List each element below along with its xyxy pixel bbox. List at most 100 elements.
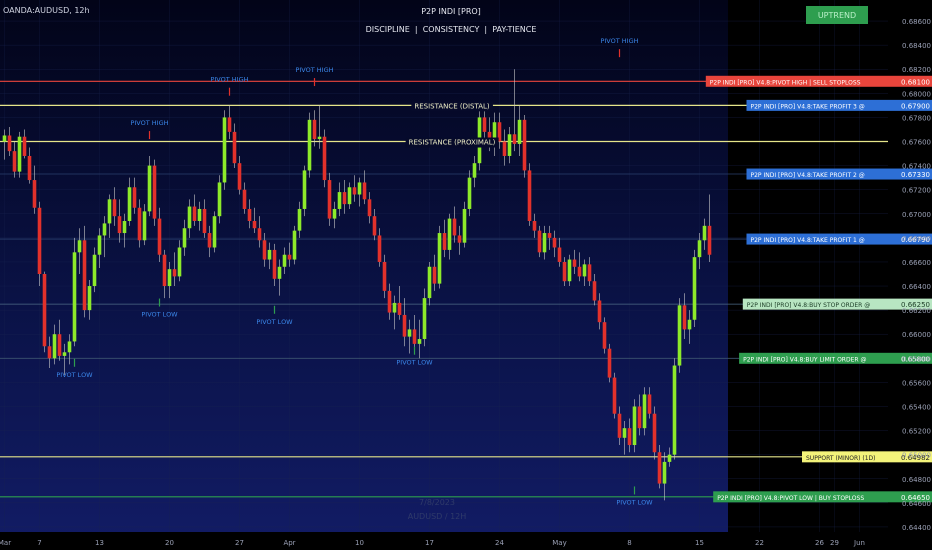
candle [572, 249, 577, 274]
candle-body [132, 187, 137, 208]
plot-background [0, 0, 728, 550]
candle [252, 207, 257, 234]
candle-body [537, 230, 542, 253]
candle-body [562, 261, 567, 282]
candle-body [307, 119, 312, 171]
level-tag-box [739, 352, 888, 364]
candle-body [572, 259, 577, 267]
candle-body [297, 208, 302, 231]
symbol-title: OANDA:AUDUSD, 12h [3, 6, 90, 15]
price-tick-label: 0.66000 [902, 331, 931, 339]
pivot-low-marker: PIVOT LOW [56, 358, 93, 379]
candle-body [162, 254, 167, 287]
time-axis[interactable]: Mar7132027Apr101724May815222629Jun121926… [0, 539, 932, 547]
trend-badge[interactable]: UPTREND [806, 6, 868, 24]
pivot-label: PIVOT LOW [56, 371, 93, 379]
candle [687, 310, 692, 344]
candle-body [212, 216, 217, 248]
candle [407, 319, 412, 354]
candle-body [512, 134, 517, 144]
pivot-high-marker: PIVOT HIGH [600, 37, 639, 58]
level-tag-label: P2P INDI [PRO] V4.8:TAKE PROFIT 3 @ [751, 103, 865, 110]
candle [57, 319, 62, 361]
price-tick-label: 0.68400 [902, 42, 931, 50]
price-tick-label: 0.67600 [902, 139, 931, 147]
price-tag-box [888, 168, 932, 180]
level-tag-box [742, 298, 888, 310]
time-tick-label: 7 [37, 539, 41, 547]
candle [467, 170, 472, 217]
candle-body [302, 170, 307, 209]
candle [357, 177, 362, 207]
price-tick-label: 0.68200 [902, 66, 931, 74]
candle-body [432, 266, 437, 284]
candle [432, 254, 437, 291]
candle-body [227, 117, 232, 132]
candle [642, 387, 647, 436]
candle-body [377, 235, 382, 262]
price-tick-label: 0.66200 [902, 307, 931, 315]
candle [667, 447, 672, 467]
price-axis[interactable]: 0.68600 0.68400 0.68200 0.68000 0.67800 0.676… [902, 18, 931, 532]
candle [122, 213, 127, 248]
price-tick-label: 0.67800 [902, 114, 931, 122]
candle-body [397, 302, 402, 315]
watermark-line-2: AUDUSD / 12H [408, 512, 467, 521]
candle [682, 293, 687, 340]
candle-body [492, 122, 497, 147]
candle-body [107, 199, 112, 224]
candle [317, 105, 322, 149]
level-tag: P2P INDI [PRO] V4.8:TAKE PROFIT 1 @ 0.667… [746, 233, 932, 245]
candle [382, 254, 387, 299]
candle [437, 225, 442, 289]
candle [602, 317, 607, 354]
candle [242, 182, 247, 214]
candle [402, 298, 407, 347]
price-tick-label: 0.65000 [902, 452, 931, 460]
pivot-label: PIVOT LOW [616, 498, 653, 506]
price-tick-label: 0.68000 [902, 90, 931, 98]
candle [162, 249, 167, 299]
candle [97, 228, 102, 268]
candle-body [582, 264, 587, 277]
pivot-label: PIVOT HIGH [210, 76, 248, 84]
price-tick-label: 0.66600 [902, 259, 931, 267]
candle [297, 201, 302, 238]
candle [217, 175, 222, 224]
level-label-background [405, 137, 499, 148]
candle-body [467, 177, 472, 209]
candle [417, 319, 422, 359]
candle [72, 237, 77, 347]
level-tag: P2P INDI [PRO] V4.8:PIVOT HIGH | SELL ST… [705, 75, 932, 87]
candle [82, 225, 87, 318]
time-tick-label: 20 [165, 539, 174, 547]
candle [312, 110, 317, 147]
candle-body [642, 394, 647, 429]
candle-body [522, 119, 527, 171]
price-tag-label: 0.65800 [901, 355, 930, 363]
level-tag: P2P INDI [PRO] V4.8:TAKE PROFIT 3 @ 0.679… [746, 99, 932, 111]
candle-body [192, 206, 197, 222]
candle-body [647, 394, 652, 414]
candle [507, 127, 512, 164]
candle-body [27, 155, 32, 181]
level-tag: P2P INDI [PRO] V4.8:BUY STOP ORDER @ 0.66… [742, 298, 932, 310]
candle-body [442, 233, 447, 250]
price-tag-box [888, 298, 932, 310]
candle [497, 112, 502, 149]
price-tag-label: 0.64982 [901, 454, 930, 462]
candle [587, 257, 592, 287]
candle [557, 237, 562, 267]
level-tag: P2P INDI [PRO] V4.8:BUY LIMIT ORDER @ 0.6… [739, 352, 932, 364]
candle [707, 194, 712, 262]
pivot-label: PIVOT HIGH [295, 66, 333, 74]
candle-body [632, 406, 637, 446]
price-tick-label: 0.64600 [902, 500, 931, 508]
candle [412, 314, 417, 352]
candle [257, 216, 262, 248]
candle [42, 271, 47, 353]
candle-body [82, 240, 87, 311]
watermark-line-1: 7/8/2023 [419, 498, 455, 507]
price-tick-label: 0.64800 [902, 476, 931, 484]
